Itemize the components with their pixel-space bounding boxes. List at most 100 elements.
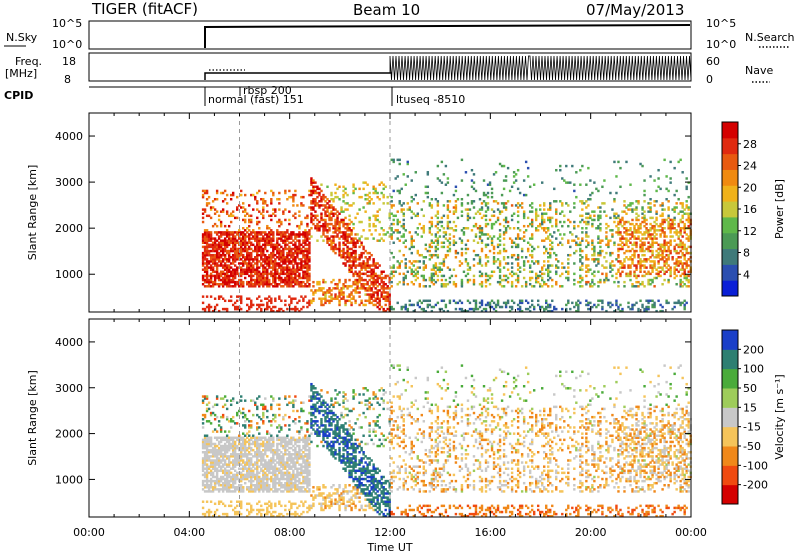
power-cell — [227, 280, 231, 284]
power-cell — [310, 179, 313, 182]
power-cell — [264, 202, 267, 205]
power-cell — [352, 258, 355, 261]
power-cell — [354, 280, 357, 284]
velocity-cell — [235, 510, 239, 514]
velocity-cell — [225, 512, 229, 516]
velocity-cell — [209, 442, 213, 446]
power-cell — [342, 193, 345, 197]
power-cell — [330, 299, 333, 303]
power-cell — [641, 208, 644, 211]
power-cell — [328, 222, 331, 226]
power-cell — [326, 185, 329, 189]
power-cell — [440, 160, 444, 164]
power-cell — [350, 291, 353, 294]
power-cell — [240, 297, 243, 300]
power-cell — [324, 218, 327, 222]
power-cell — [268, 305, 271, 309]
velocity-cell — [231, 490, 235, 493]
power-cell — [221, 247, 225, 251]
power-cell — [242, 241, 245, 244]
power-cell — [225, 268, 229, 271]
power-cell — [250, 272, 253, 276]
power-cell — [266, 303, 269, 307]
power-cell — [300, 295, 303, 298]
power-cell — [242, 285, 245, 288]
power-cell — [587, 212, 590, 215]
power-cell — [344, 237, 347, 240]
power-cell — [454, 241, 458, 244]
power-cell — [428, 220, 432, 224]
power-cell — [235, 239, 239, 242]
power-cell — [687, 280, 690, 284]
power-cell — [290, 253, 293, 257]
power-cell — [292, 264, 295, 267]
velocity-cell — [209, 444, 213, 448]
power-cell — [280, 251, 283, 255]
power-cell — [276, 237, 279, 240]
power-cell — [240, 253, 243, 257]
power-cell — [248, 239, 251, 242]
power-cell — [250, 282, 253, 286]
power-cell — [258, 247, 261, 251]
power-cell — [278, 258, 281, 261]
power-cell — [278, 249, 281, 253]
power-cell — [669, 224, 672, 228]
power-cell — [643, 241, 646, 244]
velocity-cell — [209, 473, 213, 477]
power-cell — [354, 241, 357, 244]
power-cell — [213, 258, 217, 261]
power-cell — [675, 229, 678, 232]
power-cell — [484, 233, 488, 236]
power-cell — [358, 262, 361, 265]
power-cell — [573, 206, 576, 209]
velocity-cell — [201, 479, 205, 483]
power-cell — [661, 268, 664, 271]
power-cell — [416, 227, 419, 230]
power-cell — [382, 239, 385, 242]
power-cell — [669, 268, 672, 271]
power-cell — [569, 181, 572, 184]
power-cell — [213, 241, 217, 244]
power-cell — [362, 303, 365, 307]
power-cell — [304, 260, 307, 263]
power-cell — [244, 193, 247, 197]
power-cell — [675, 262, 678, 265]
power-cell — [434, 214, 438, 218]
power-cell — [653, 303, 656, 307]
power-y-tick-label: 1000 — [55, 268, 83, 281]
power-cell — [585, 253, 588, 257]
power-cell — [332, 297, 335, 300]
velocity-cell — [205, 486, 209, 489]
power-cell — [530, 276, 534, 280]
velocity-cell — [217, 440, 221, 444]
power-cell — [466, 272, 470, 276]
power-cell — [376, 191, 379, 195]
power-cell — [272, 251, 275, 255]
power-cell — [266, 258, 269, 261]
velocity-cell — [235, 477, 239, 481]
power-cell — [362, 251, 365, 255]
power-cell — [330, 193, 333, 197]
power-cell — [354, 258, 357, 261]
velocity-cell — [205, 500, 209, 503]
power-cell — [211, 237, 215, 240]
power-cell — [203, 268, 207, 271]
power-cell — [292, 204, 295, 207]
power-cell — [233, 260, 237, 263]
power-cell — [593, 249, 596, 253]
power-cell — [440, 307, 444, 311]
power-cell — [448, 243, 452, 247]
power-cell — [278, 278, 281, 282]
power-cell — [284, 282, 287, 286]
power-cell — [464, 243, 468, 247]
power-cell — [229, 295, 233, 298]
power-cell — [687, 195, 690, 199]
power-cell — [344, 239, 347, 242]
power-cell — [256, 256, 259, 259]
power-cell — [388, 214, 391, 218]
power-cell — [294, 235, 297, 238]
power-cell — [671, 208, 674, 211]
power-cell — [440, 278, 444, 282]
power-cell — [532, 307, 536, 311]
power-cell — [478, 260, 482, 263]
